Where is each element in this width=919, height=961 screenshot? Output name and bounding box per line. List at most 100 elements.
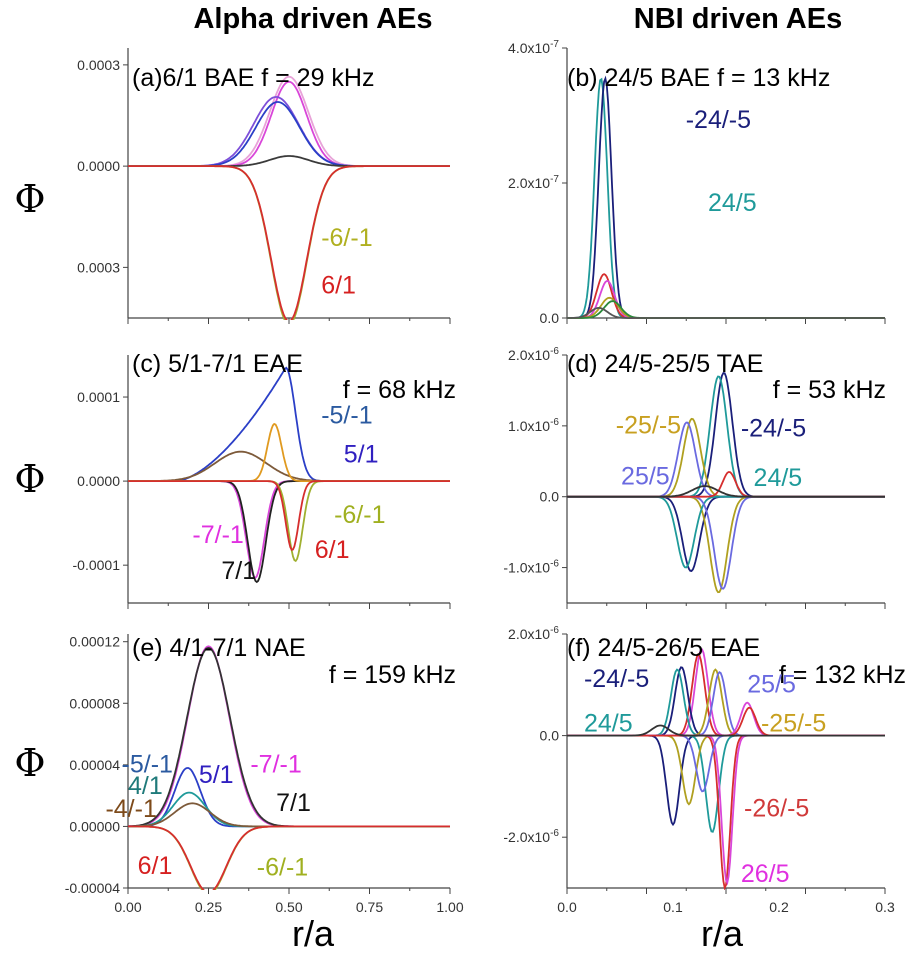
curves [128,366,450,584]
panel-title: (e) 4/1-7/1 NAE [132,634,306,662]
series-line-c-6 [128,480,450,551]
curves [567,75,885,319]
panel-c: 0.0001 0.0000 -0.0001 (c) 5/1-7/1 EAE f = 68… [14,350,456,609]
y-tick-label: 0.0 [540,310,560,326]
y-tick-label: 0.0003 [77,57,120,73]
series-line-f-6 [567,734,885,827]
right-column-title: NBI driven AEs [634,3,842,35]
series-line-c-5 [128,480,450,563]
mode-label: 25/5 [747,670,796,698]
series-line-d-8 [567,471,885,498]
series-line-e-6 [128,825,450,890]
mode-label: -25/-5 [616,411,681,439]
mode-label: 25/5 [621,462,670,490]
mode-label: -6/-1 [321,224,372,252]
mode-label: 7/1 [276,789,311,817]
y-tick-label: 2.0x10-7 [508,174,559,191]
series-line-d-5 [567,495,885,594]
series-line-c-4 [128,422,450,482]
y-tick-label: -1.0x10-6 [503,559,559,576]
y-tick-label: 0.00000 [69,818,120,834]
mode-label: -5/-1 [321,402,372,430]
panel-frequency: f = 53 kHz [773,376,886,404]
x-tick-label: 1.00 [436,899,463,915]
y-tick-label: 4.0x10-7 [508,39,559,56]
x-tick-label: 0.1 [663,899,683,915]
panel-frequency: f = 68 kHz [343,376,456,404]
mode-label: -5/-1 [122,750,173,778]
panel-f: 2.0x10-6 0.0 -2.0x10-6 0.0 0.1 0.2 0.3 (f) 24/5… [503,625,906,915]
series-line-b-6 [567,306,885,319]
series-line-a-6 [128,165,450,320]
series-line-a-1 [128,80,450,167]
series-line-d-7 [567,495,885,590]
y-tick-label: 0.00012 [69,634,120,650]
mode-label: -7/-1 [192,521,243,549]
panel-title: (f) 24/5-26/5 EAE [567,634,760,662]
x-tick-label: 0.50 [275,899,302,915]
mode-label: 24/5 [754,464,803,492]
mode-label: -24/-5 [686,106,751,134]
x-tick-label: 0.3 [875,899,895,915]
curves [567,371,885,594]
mode-label: 4/1 [128,772,163,800]
y-tick-label: -0.00004 [65,880,120,896]
y-tick-label: 0.0 [540,728,560,744]
x-tick-label: 0.25 [195,899,222,915]
y-tick-label: 0.0001 [77,389,120,405]
y-axis-label: Φ [14,177,45,221]
y-tick-label: 2.0x10-6 [508,346,559,363]
panel-title: (d) 24/5-25/5 TAE [567,350,763,378]
mode-label: -24/-5 [584,665,649,693]
mode-label: -26/-5 [744,795,809,823]
y-tick-label: 0.0000 [77,473,120,489]
mode-label: -6/-1 [257,853,308,881]
x-tick-label: 0.00 [114,899,141,915]
y-tick-label: 0.0 [540,489,560,505]
series-line-d-2 [567,417,885,498]
series-line-f-9 [567,734,885,890]
y-tick-label: 1.0x10-6 [508,417,559,434]
mode-label: 24/5 [708,189,757,217]
right-x-axis-label: r/a [701,913,744,954]
curves [567,648,885,890]
y-tick-label: 2.0x10-6 [508,625,559,642]
y-axis-label: Φ [14,457,45,501]
panel-e: 0.00012 0.00008 0.00004 0.00000 -0.00004 0.00… [14,634,463,915]
mode-label: 26/5 [741,860,790,888]
mode-label: 7/1 [221,557,256,585]
panel-d: 2.0x10-6 1.0x10-6 0.0 -1.0x10-6 (d) 24/5-25/… [503,346,886,609]
series-line-d-9 [567,485,885,498]
mode-label: 6/1 [321,271,356,299]
panel-title: (a)6/1 BAE f = 29 kHz [132,64,374,92]
panel-b: 0.0 2.0x10-7 4.0x10-7 (b) 24/5 BAE f = 13 k… [508,39,886,326]
mode-label: 6/1 [315,536,350,564]
mode-label: 5/1 [199,761,234,789]
x-tick-label: 0.75 [356,899,383,915]
curves [128,645,450,890]
panel-frequency: f = 159 kHz [329,661,456,689]
mode-label: 6/1 [138,852,173,880]
series-line-f-14 [567,724,885,737]
mode-label: 24/5 [584,709,633,737]
y-tick-label: -2.0x10-6 [503,828,559,845]
y-tick-label: -0.0001 [73,557,121,573]
series-line-a-4 [128,155,450,167]
curves [128,75,450,320]
series-line-a-5 [128,165,450,320]
left-column-title: Alpha driven AEs [193,3,432,35]
series-line-f-10 [567,734,885,886]
panel-frequency: f = 132 kHz [779,661,906,689]
mode-label: -24/-5 [741,414,806,442]
y-tick-label: 0.0003 [77,259,120,275]
y-tick-label: 0.0000 [77,158,120,174]
panel-title: (b) 24/5 BAE f = 13 kHz [567,64,830,92]
panel-title: (c) 5/1-7/1 EAE [132,350,303,378]
left-x-axis-label: r/a [292,913,335,954]
y-axis-label: Φ [14,741,45,785]
series-line-c-1 [128,450,450,482]
mode-label: 5/1 [344,440,379,468]
mode-label: -4/-1 [105,795,156,823]
y-tick-label: 0.00004 [69,757,120,773]
